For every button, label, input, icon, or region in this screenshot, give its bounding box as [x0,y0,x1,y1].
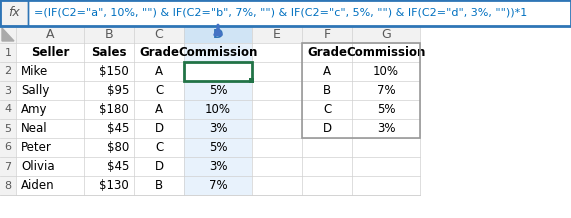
Text: D: D [154,122,163,135]
Text: G: G [381,28,391,41]
Text: $45: $45 [107,122,129,135]
Text: 7: 7 [5,162,11,172]
Text: 5: 5 [5,124,11,133]
Text: 2: 2 [5,66,11,77]
Bar [0,0,28,26]
Text: F: F [323,28,331,41]
Text: $45: $45 [107,160,129,173]
Text: B: B [104,28,113,41]
Text: 10%: 10% [205,65,231,78]
Text: 4: 4 [5,104,11,114]
Text: Grade: Grade [139,46,179,59]
Text: 3%: 3% [209,122,227,135]
Bar [184,62,252,81]
Text: A: A [323,65,331,78]
Text: E: E [273,28,281,41]
Bar [0,26,420,43]
Text: Mike: Mike [21,65,49,78]
Text: 3: 3 [5,85,11,95]
Text: C: C [155,84,163,97]
Text: Seller: Seller [31,46,69,59]
Text: 3%: 3% [377,122,395,135]
Text: C: C [155,28,163,41]
Text: C: C [323,103,331,116]
Text: 7%: 7% [208,179,227,192]
Text: B: B [155,179,163,192]
Text: $80: $80 [107,141,129,154]
Text: Peter: Peter [21,141,52,154]
Text: D: D [213,28,223,41]
Bar [249,78,254,83]
Text: Aiden: Aiden [21,179,55,192]
Text: A: A [155,103,163,116]
Bar [0,26,420,195]
Text: Sales: Sales [91,46,127,59]
Text: A: A [46,28,54,41]
Text: $130: $130 [99,179,129,192]
Text: $95: $95 [107,84,129,97]
Bar [184,26,252,43]
Text: Commission: Commission [347,46,426,59]
Text: Grade: Grade [307,46,347,59]
Text: Sally: Sally [21,84,49,97]
Text: A: A [155,65,163,78]
Text: fx: fx [8,7,20,19]
Text: Commission: Commission [178,46,258,59]
Text: 3%: 3% [209,160,227,173]
Text: 6: 6 [5,143,11,153]
Polygon shape [2,28,14,41]
Text: B: B [323,84,331,97]
Bar [0,0,571,26]
Text: Amy: Amy [21,103,47,116]
Text: $150: $150 [99,65,129,78]
Text: 1: 1 [5,48,11,58]
Bar [0,26,16,195]
Bar [0,0,571,26]
Text: 5%: 5% [377,103,395,116]
Text: 7%: 7% [377,84,395,97]
Text: D: D [323,122,332,135]
Text: 8: 8 [5,181,11,191]
Bar [302,43,420,138]
Bar [184,43,252,195]
Text: =(IF(C2="a", 10%, "") & IF(C2="b", 7%, "") & IF(C2="c", 5%, "") & IF(C2="d", 3%,: =(IF(C2="a", 10%, "") & IF(C2="b", 7%, "… [34,8,527,18]
Text: D: D [154,160,163,173]
Text: 10%: 10% [205,103,231,116]
Text: Neal: Neal [21,122,47,135]
Text: 5%: 5% [209,141,227,154]
Text: 10%: 10% [373,65,399,78]
Text: Olivia: Olivia [21,160,55,173]
Text: $180: $180 [99,103,129,116]
Text: C: C [155,141,163,154]
Text: 5%: 5% [209,84,227,97]
